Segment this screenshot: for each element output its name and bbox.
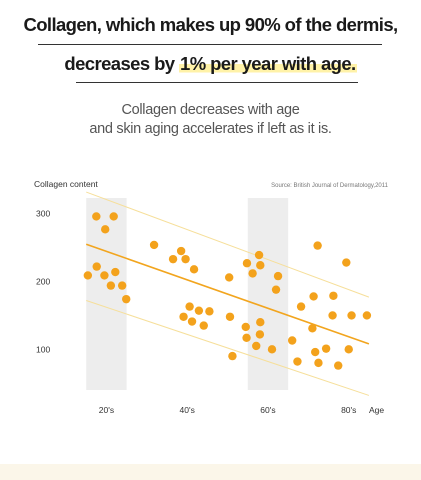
data-point	[205, 307, 214, 316]
subtitle-line-2: and skin aging accelerates if left as it…	[89, 121, 332, 137]
data-point	[224, 273, 234, 282]
y-axis-label: Collagen content	[34, 179, 98, 189]
x-tick-label: 60's	[260, 405, 275, 415]
bottom-divider-strip	[0, 464, 421, 480]
data-point	[194, 306, 204, 315]
trend-lines	[85, 191, 370, 396]
data-point	[225, 312, 235, 321]
data-point	[199, 321, 208, 330]
data-point	[313, 241, 322, 250]
y-tick-label: 300	[36, 209, 50, 219]
data-point	[271, 285, 281, 294]
data-point	[334, 361, 343, 370]
data-point	[185, 302, 194, 311]
trend-line	[85, 243, 370, 345]
data-point	[122, 294, 131, 304]
headline-highlight: 1% per year with age.	[179, 53, 357, 74]
data-point	[255, 330, 265, 339]
data-point	[314, 358, 323, 368]
y-tick-label: 200	[36, 277, 50, 287]
data-point	[92, 212, 101, 221]
data-point	[321, 344, 331, 353]
data-point	[242, 259, 252, 268]
headline-underline-2	[76, 82, 358, 83]
data-point	[106, 281, 116, 290]
data-point	[309, 292, 318, 301]
data-point	[101, 225, 110, 234]
data-point	[293, 357, 302, 366]
data-point	[342, 258, 351, 267]
axis-labels: Collagen content Source: British Journal…	[34, 179, 389, 415]
data-point	[344, 345, 353, 354]
subtitle-line-1: Collagen decreases with age	[121, 102, 300, 118]
headline-line-1-text: Collagen, which makes up 90% of the derm…	[23, 14, 398, 35]
lower-bound-line	[86, 300, 370, 396]
data-point	[241, 322, 250, 332]
data-point	[347, 311, 356, 320]
data-point	[362, 311, 372, 320]
data-point	[181, 254, 190, 264]
data-point	[92, 262, 101, 271]
data-point	[256, 318, 265, 327]
data-point	[308, 324, 317, 333]
headline-line-2-prefix: decreases by	[64, 53, 180, 74]
shaded-band-2	[247, 198, 289, 390]
data-point	[179, 312, 188, 321]
data-point	[256, 261, 265, 270]
data-point	[311, 347, 320, 357]
data-point	[83, 271, 93, 280]
data-point	[168, 254, 178, 264]
data-point	[273, 271, 283, 281]
upper-bound-line	[86, 191, 370, 298]
data-point	[111, 267, 120, 277]
data-point	[176, 246, 186, 256]
y-tick-label: 100	[36, 344, 50, 354]
x-axis-label: Age	[369, 405, 384, 415]
data-point	[252, 341, 261, 351]
data-point	[287, 336, 297, 345]
data-point	[228, 351, 237, 361]
data-point	[267, 345, 277, 354]
data-point	[328, 311, 337, 320]
collagen-scatter-chart: Collagen content Source: British Journal…	[34, 179, 389, 415]
data-point	[100, 271, 109, 280]
x-tick-label: 80's	[341, 405, 356, 415]
data-point	[254, 250, 264, 260]
shaded-bands	[86, 198, 289, 390]
x-tick-label: 40's	[180, 405, 195, 415]
data-point	[117, 281, 127, 290]
data-point	[189, 265, 199, 274]
headline-underline-1	[38, 44, 382, 45]
data-point	[149, 240, 159, 250]
headline-line-2: decreases by 1% per year with age.	[0, 53, 421, 75]
data-point	[187, 317, 197, 326]
data-point	[248, 269, 257, 278]
data-point	[296, 302, 306, 311]
data-point	[109, 212, 118, 221]
headline-line-1: Collagen, which makes up 90% of the derm…	[0, 14, 421, 36]
data-point	[329, 291, 338, 300]
x-tick-label: 20's	[99, 405, 114, 415]
source-note: Source: British Journal of Dermatology,2…	[271, 183, 388, 189]
data-points	[83, 212, 372, 370]
data-point	[242, 333, 251, 342]
